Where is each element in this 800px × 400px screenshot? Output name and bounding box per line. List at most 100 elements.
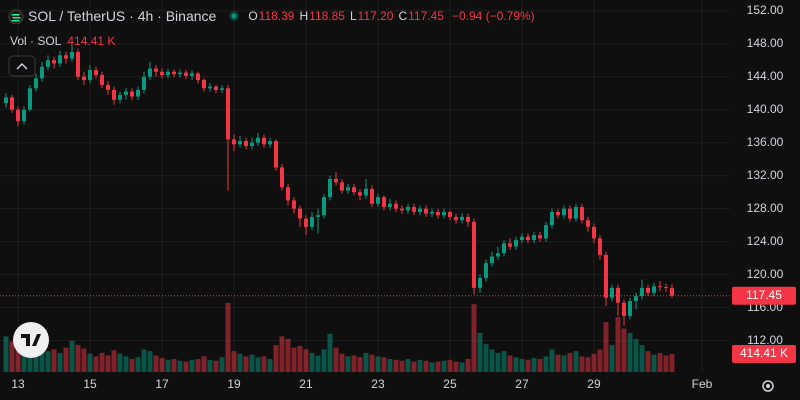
volume-bar [417, 359, 423, 372]
volume-bar [609, 345, 615, 372]
last-volume-label: 414.41 K [740, 346, 788, 360]
volume-bar [129, 358, 135, 372]
candle-body [153, 68, 158, 72]
candle-body [57, 55, 62, 64]
candle-body [3, 97, 8, 104]
candle-body [81, 76, 86, 81]
volume-bar [489, 349, 495, 372]
candle-body [33, 78, 38, 89]
candle-body [399, 208, 404, 211]
ohlc-key: C [398, 9, 408, 23]
ohlc-key: H [299, 9, 309, 23]
volume-bar [225, 302, 231, 372]
candle-body [483, 263, 488, 278]
volume-bar [633, 338, 639, 372]
x-tick-label: 23 [371, 377, 385, 391]
ohlc-value: 117.45 [408, 9, 444, 23]
candle-body [345, 187, 350, 191]
candle-body [9, 97, 14, 110]
symbol-icon [8, 9, 24, 24]
volume-bar [405, 358, 411, 372]
candle-body [123, 91, 128, 95]
volume-bar [57, 352, 63, 372]
candle-body [633, 296, 638, 302]
volume-bar [357, 357, 363, 372]
volume-bar [201, 356, 207, 372]
price-axis [730, 0, 800, 400]
candle-body [351, 187, 356, 193]
volume-bar [147, 351, 153, 372]
volume-bar [117, 353, 123, 372]
candle-body [609, 287, 614, 298]
volume-bar [429, 362, 435, 372]
candle-body [651, 286, 656, 293]
candle-body [135, 89, 140, 97]
candle-body [129, 91, 134, 97]
ohlc-value: 117.20 [357, 9, 394, 23]
candle-body [159, 71, 164, 76]
settings-icon[interactable] [762, 380, 774, 392]
volume-bar [315, 355, 321, 372]
ohlc-key: L [349, 9, 357, 23]
volume-bar [663, 355, 669, 372]
candle-body [183, 72, 188, 76]
volume-bar [153, 355, 159, 372]
volume-bar [423, 360, 429, 372]
volume-bar [447, 359, 453, 372]
volume-bar [285, 338, 291, 372]
volume-bar [93, 356, 99, 372]
volume-bar [453, 361, 459, 372]
volume-pane [3, 302, 675, 372]
candle-body [411, 207, 416, 212]
volume-bar [525, 359, 531, 372]
volume-bar [579, 356, 585, 372]
candle-body [567, 208, 572, 219]
volume-bar [573, 351, 579, 372]
volume-bar [21, 349, 27, 372]
candle-body [555, 211, 560, 216]
volume-bar [219, 357, 225, 372]
candle-body [465, 216, 470, 222]
candle-body [219, 88, 224, 90]
collapse-icon [16, 62, 28, 70]
status-dot-core [231, 13, 237, 19]
candle-body [549, 211, 554, 226]
symbol-title: SOL / TetherUS · 4h · Binance [28, 8, 217, 24]
candle-body [171, 71, 176, 75]
collapse-button[interactable] [8, 55, 36, 77]
volume-bar [543, 356, 549, 372]
candle-body [615, 287, 620, 303]
volume-bar [435, 361, 441, 372]
y-tick-label: 152.00 [747, 3, 784, 17]
x-tick-label: 17 [155, 377, 169, 391]
volume-bar [279, 336, 285, 372]
candle-body [507, 243, 512, 247]
volume-bar [591, 353, 597, 372]
candle-body [315, 215, 320, 217]
candle-body [489, 256, 494, 264]
candle-body [261, 137, 266, 145]
volume-bar [561, 355, 567, 372]
logo[interactable] [13, 322, 49, 358]
volume-bar [3, 336, 9, 372]
candle-body [573, 207, 578, 219]
candle-body [297, 208, 302, 219]
volume-bar [27, 344, 33, 372]
volume-bar [69, 340, 75, 372]
candle-body [525, 236, 530, 241]
status-dot [229, 11, 240, 21]
volume-bar [195, 358, 201, 372]
volume-bar [75, 345, 81, 372]
candle-body [39, 66, 44, 79]
candles [0, 43, 730, 326]
volume-bar [9, 341, 15, 372]
candle-body [15, 109, 20, 122]
volume-bar [303, 349, 309, 372]
volume-bar [363, 352, 369, 372]
candle-body [231, 139, 236, 145]
ohlc-value: 118.39 [258, 9, 295, 23]
volume-bar [441, 360, 447, 372]
volume-bar [657, 352, 663, 372]
candle-body [393, 203, 398, 209]
x-tick-label: 25 [443, 377, 457, 391]
